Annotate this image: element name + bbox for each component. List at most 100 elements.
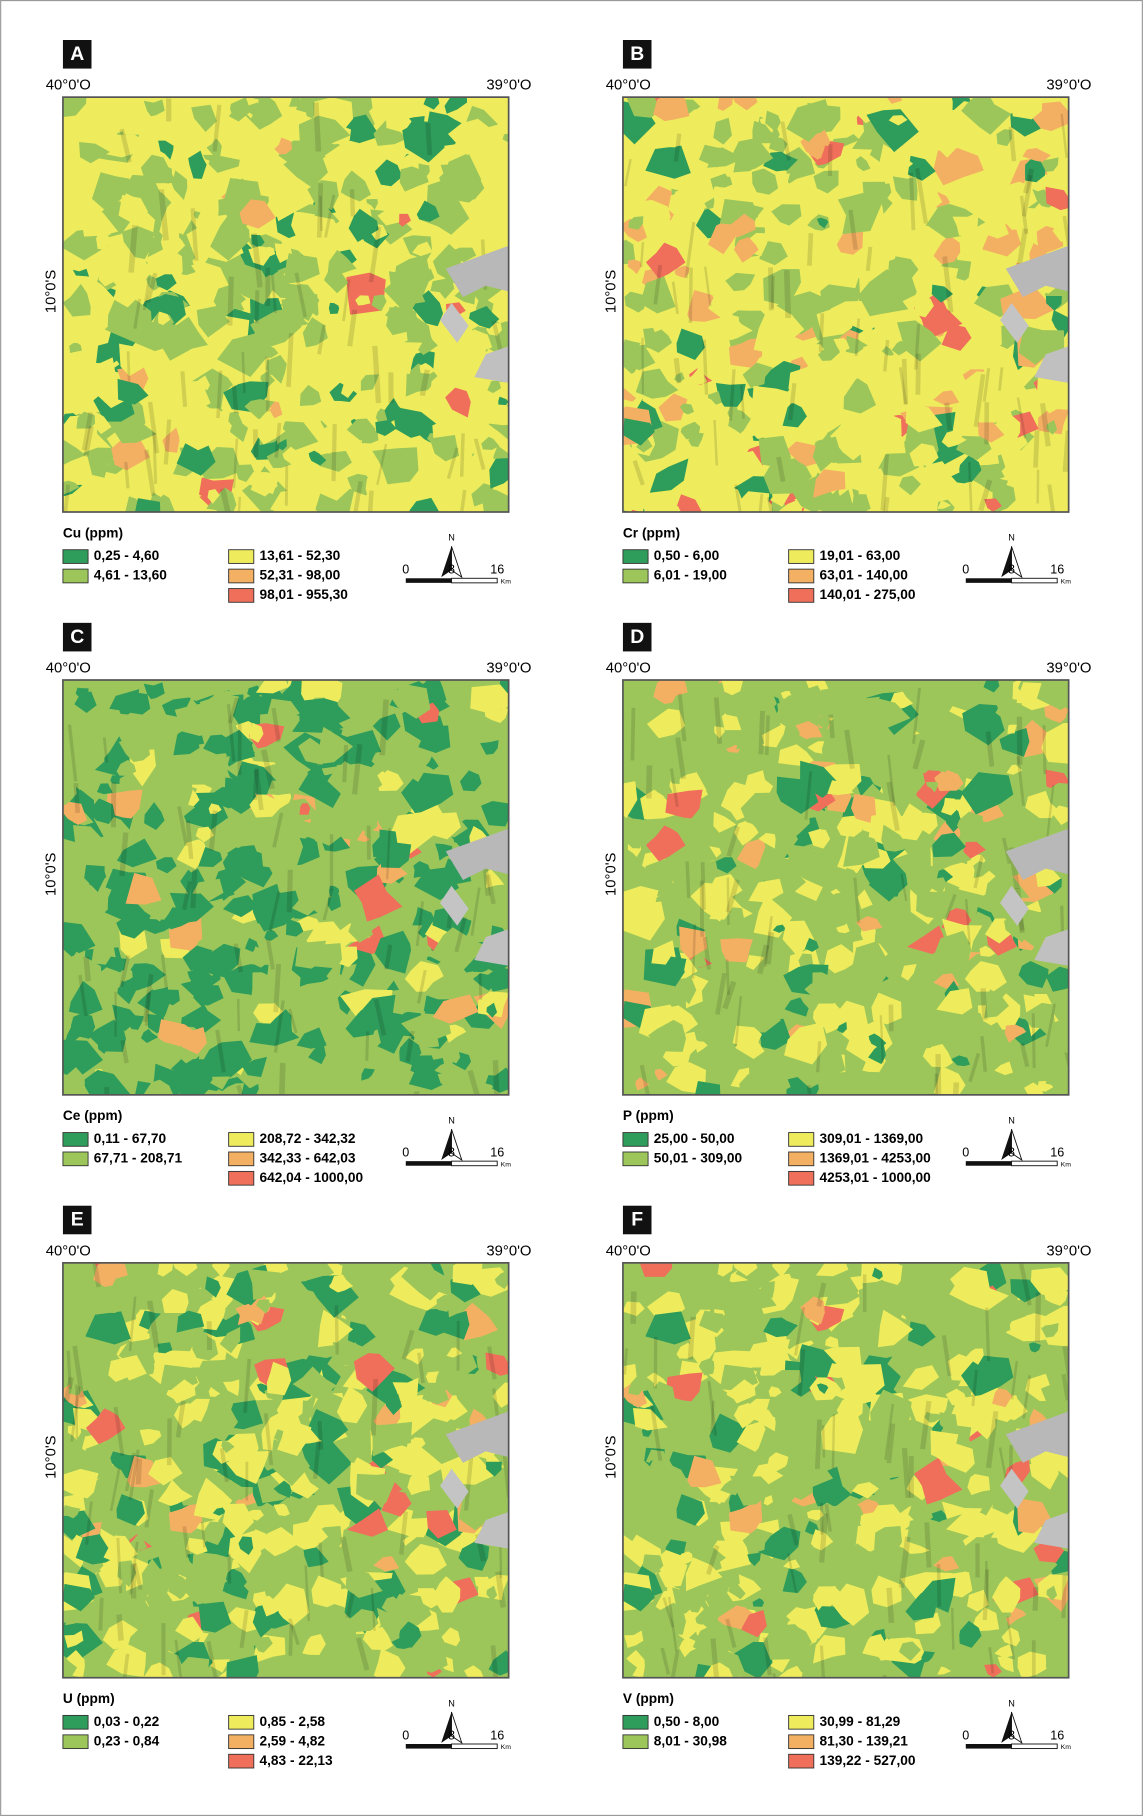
relief-shade <box>633 1291 634 1323</box>
legend-swatch <box>789 1171 814 1185</box>
legend-swatch <box>789 1735 814 1749</box>
legend-label: 8,01 - 30,98 <box>654 1733 728 1748</box>
legend-swatch <box>623 550 648 564</box>
scale-label: 16 <box>1050 563 1064 577</box>
relief-shade <box>927 1522 929 1567</box>
legend-swatch <box>789 1754 814 1768</box>
relief-shade <box>918 354 919 395</box>
relief-shade <box>76 783 78 813</box>
relief-shade <box>267 357 268 412</box>
relief-shade <box>243 352 245 393</box>
longitude-label: 39°0'O <box>1046 660 1091 676</box>
latitude-label: 10°0'S <box>43 270 59 314</box>
legend-swatch <box>229 1133 254 1147</box>
longitude-label: 39°0'O <box>486 660 531 676</box>
legend-label: 13,61 - 52,30 <box>260 548 341 563</box>
legend-label: 0,11 - 67,70 <box>94 1131 167 1146</box>
legend-label: 642,04 - 1000,00 <box>260 1170 364 1185</box>
legend-swatch <box>229 1735 254 1749</box>
legend-label: 342,33 - 642,03 <box>260 1150 356 1165</box>
legend-swatch <box>623 1133 648 1147</box>
relief-shade <box>257 290 258 323</box>
relief-shade <box>230 277 231 326</box>
longitude-label: 39°0'O <box>486 78 531 94</box>
relief-shade <box>316 103 319 152</box>
relief-shade <box>86 957 88 982</box>
scale-label: 0 <box>962 1145 969 1159</box>
scale-label: 8 <box>1008 563 1015 577</box>
panel-letter: E <box>71 1209 84 1231</box>
longitude-label: 39°0'O <box>1046 1243 1091 1259</box>
legend-swatch <box>229 589 254 603</box>
legend-label: 30,99 - 81,29 <box>819 1714 900 1729</box>
map <box>606 667 1091 1131</box>
scale-unit: Km <box>501 1161 512 1168</box>
relief-shade <box>1037 1292 1038 1342</box>
legend-swatch <box>63 569 88 583</box>
relief-shade <box>290 1624 291 1655</box>
legend-label: 0,50 - 8,00 <box>654 1714 720 1729</box>
legend-swatch <box>789 569 814 583</box>
legend-label: 81,30 - 139,21 <box>819 1733 908 1748</box>
legend-label: 309,01 - 1369,00 <box>819 1131 923 1146</box>
legend-label: 0,25 - 4,60 <box>94 548 160 563</box>
relief-shade <box>131 225 135 272</box>
legend-swatch <box>63 550 88 564</box>
relief-shade <box>947 403 950 430</box>
legend-title: U (ppm) <box>63 1691 115 1706</box>
legend-title: Cr (ppm) <box>623 525 680 540</box>
north-label: N <box>448 1116 455 1126</box>
legend-title: Cu (ppm) <box>63 525 123 540</box>
legend-swatch <box>229 1171 254 1185</box>
figure: A40°0'O39°0'O10°0'SCu (ppm)0,25 - 4,604,… <box>0 0 1143 1816</box>
legend-label: 0,50 - 6,00 <box>654 548 720 563</box>
legend-title: V (ppm) <box>623 1691 674 1706</box>
relief-shade <box>138 1459 139 1485</box>
legend-swatch <box>789 1152 814 1166</box>
legend-label: 1369,01 - 4253,00 <box>819 1150 931 1165</box>
relief-shade <box>761 711 763 754</box>
relief-shade <box>1035 1587 1036 1611</box>
relief-shade <box>772 276 773 309</box>
panel-letter: F <box>631 1209 643 1231</box>
relief-shade <box>911 173 913 230</box>
legend-label: 208,72 - 342,32 <box>260 1131 356 1146</box>
scale-bar-white <box>452 1161 498 1166</box>
scale-bar-white <box>1012 1744 1058 1749</box>
legend-label: 0,85 - 2,58 <box>260 1714 326 1729</box>
relief-shade <box>344 745 346 782</box>
scale-unit: Km <box>501 1744 512 1751</box>
scale-bar-white <box>1012 1161 1058 1166</box>
scale-bar-black <box>966 1744 1012 1749</box>
legend-swatch <box>789 550 814 564</box>
legend-swatch <box>789 1715 814 1729</box>
relief-shade <box>821 313 823 352</box>
relief-shade <box>367 1031 368 1061</box>
longitude-label: 39°0'O <box>486 1243 531 1259</box>
legend-label: 25,00 - 50,00 <box>654 1131 735 1146</box>
legend-label: 0,23 - 0,84 <box>94 1733 160 1748</box>
north-label: N <box>1008 533 1015 543</box>
map <box>601 78 1088 546</box>
legend-label: 98,01 - 955,30 <box>260 587 349 602</box>
relief-shade <box>831 715 833 738</box>
relief-shade <box>703 862 704 910</box>
relief-shade <box>229 1554 230 1584</box>
relief-shade <box>704 340 706 395</box>
relief-shade <box>904 1448 908 1498</box>
legend-swatch <box>623 1715 648 1729</box>
relief-shade <box>289 870 290 913</box>
scale-label: 8 <box>1008 1728 1015 1742</box>
relief-shade <box>833 1414 834 1469</box>
relief-shade <box>334 424 335 481</box>
legend-label: 6,01 - 19,00 <box>654 568 728 583</box>
legend-swatch <box>229 1715 254 1729</box>
relief-shade <box>727 959 728 994</box>
scale-bar-black <box>966 1161 1012 1166</box>
relief-shade <box>952 1608 953 1650</box>
relief-shade <box>428 123 430 155</box>
scale-bar-white <box>452 578 498 583</box>
legend-label: 52,31 - 98,00 <box>260 568 341 583</box>
relief-shade <box>987 1308 989 1361</box>
legend-label: 67,71 - 208,71 <box>94 1150 183 1165</box>
